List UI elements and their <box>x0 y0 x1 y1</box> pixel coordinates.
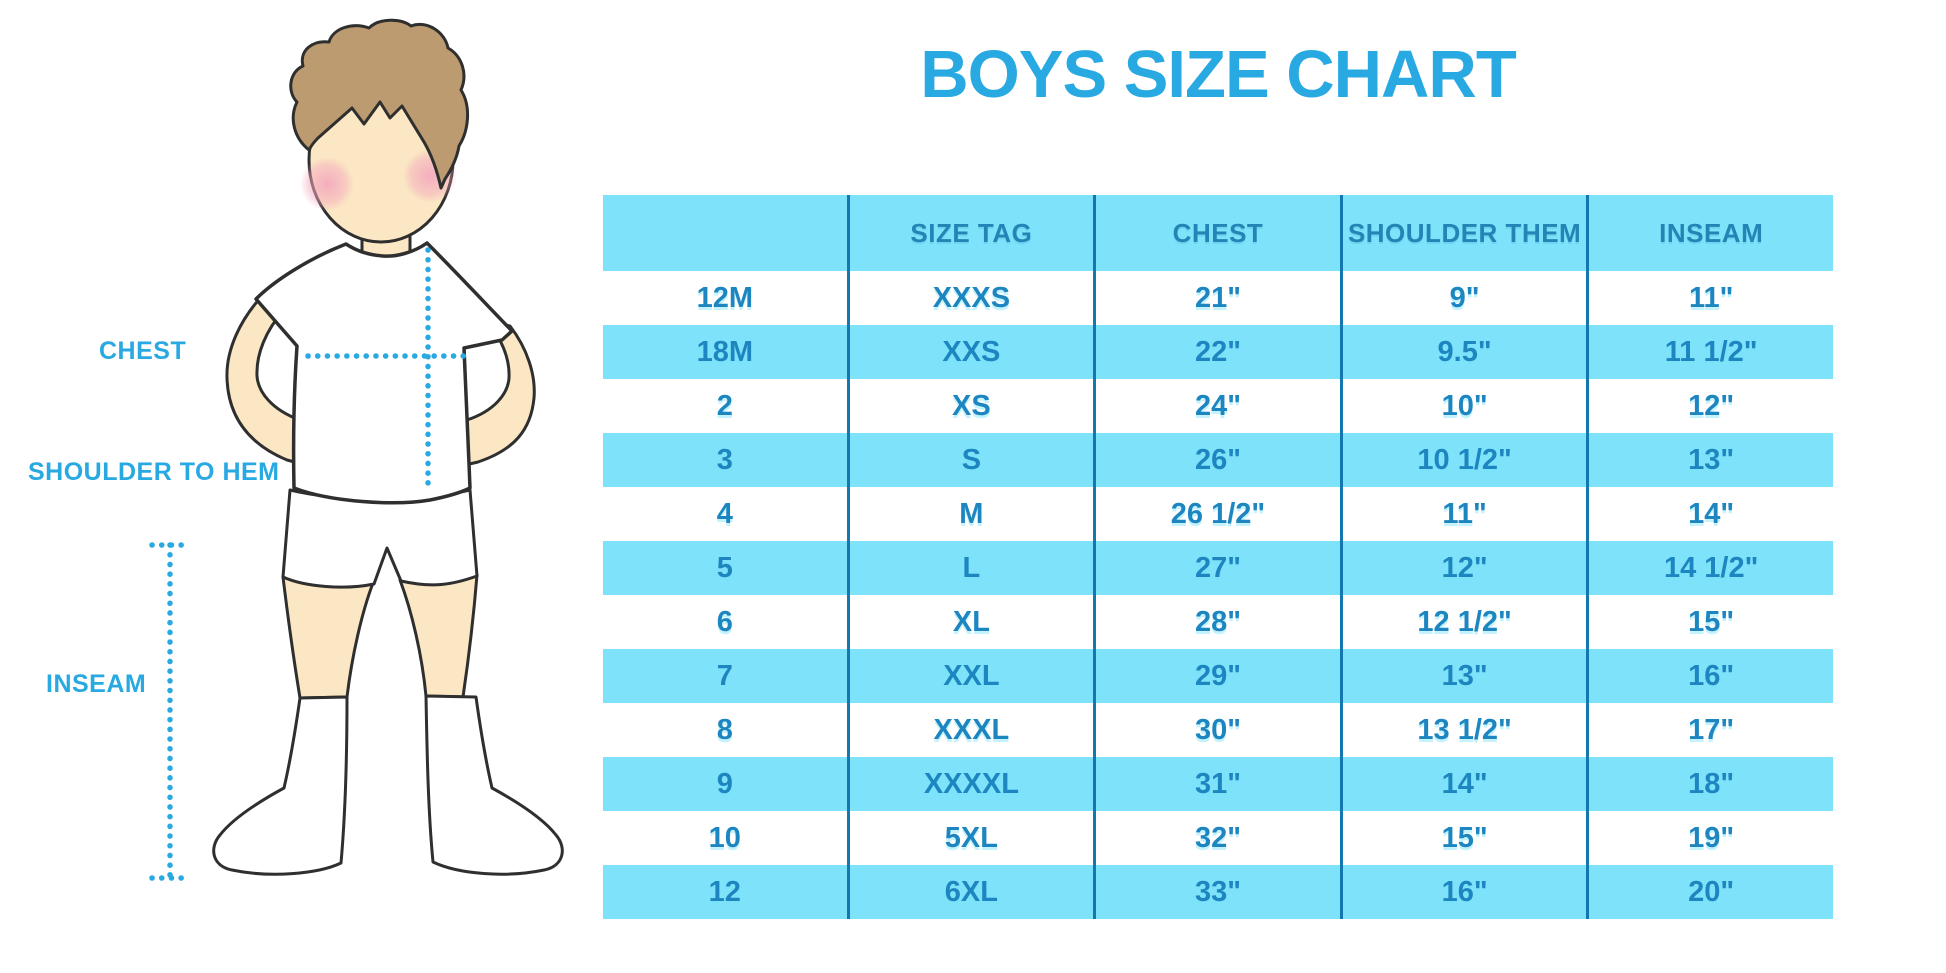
cell-shoulder: 13 1/2" <box>1339 703 1587 757</box>
cell-shoulder: 10 1/2" <box>1339 433 1587 487</box>
table-row: 3 S 26" 10 1/2" 13" <box>603 433 1833 487</box>
table-row: 12 6XL 33" 16" 20" <box>603 865 1833 919</box>
table-row: 5 L 27" 12" 14 1/2" <box>603 541 1833 595</box>
cell-shoulder: 15" <box>1339 811 1587 865</box>
cell-chest: 32" <box>1093 811 1340 865</box>
cell-size: 12M <box>696 281 753 314</box>
cell-shoulder: 9" <box>1339 271 1587 325</box>
chest-label: CHEST <box>99 337 187 365</box>
boy-hair <box>289 18 469 190</box>
cell-size-tag: M <box>846 487 1094 541</box>
cell-chest: 26 1/2" <box>1093 487 1340 541</box>
header-cell-shoulder: SHOULDER THEM <box>1339 195 1587 271</box>
cell-shoulder: 13" <box>1339 649 1587 703</box>
cell-chest: 22" <box>1093 325 1340 379</box>
cell-size: 3 <box>716 443 733 476</box>
table-row: 10 5XL 32" 15" 19" <box>603 811 1833 865</box>
cell-size: 6 <box>716 605 733 638</box>
table-row: 6 XL 28" 12 1/2" 15" <box>603 595 1833 649</box>
measurement-dotted-lines <box>149 247 468 881</box>
boy-measurement-diagram: CHEST SHOULDER TO HEM INSEAM <box>0 0 600 973</box>
boy-shorts <box>281 488 479 589</box>
table-row: 4 M 26 1/2" 11" 14" <box>603 487 1833 541</box>
cell-shoulder: 12 1/2" <box>1339 595 1587 649</box>
cell-shoulder: 12" <box>1339 541 1587 595</box>
cell-chest: 21" <box>1093 271 1340 325</box>
shoulder-to-hem-label: SHOULDER TO HEM <box>28 458 280 486</box>
cell-size: 4 <box>716 497 733 530</box>
cell-inseam: 20" <box>1586 865 1833 919</box>
header-cell-size-tag: SIZE TAG <box>846 195 1094 271</box>
table-row: 8 XXXL 30" 13 1/2" 17" <box>603 703 1833 757</box>
cell-shoulder: 9.5" <box>1339 325 1587 379</box>
header-cell-inseam: INSEAM <box>1586 195 1833 271</box>
cell-size-tag: L <box>846 541 1094 595</box>
cell-size: 18M <box>696 335 753 368</box>
cell-inseam: 19" <box>1586 811 1833 865</box>
cell-size: 7 <box>716 659 733 692</box>
cell-size-tag: XXXL <box>846 703 1094 757</box>
boy-right-leg <box>398 573 479 699</box>
cell-size-tag: XS <box>846 379 1094 433</box>
boy-right-sock <box>424 694 564 876</box>
boy-left-sock <box>212 695 349 876</box>
cell-chest: 26" <box>1093 433 1340 487</box>
cell-size-tag: 6XL <box>846 865 1094 919</box>
cell-shoulder: 11" <box>1339 487 1587 541</box>
header-cell-chest: CHEST <box>1093 195 1340 271</box>
boy-left-arm <box>225 294 304 466</box>
cell-chest: 27" <box>1093 541 1340 595</box>
cell-inseam: 11" <box>1586 271 1833 325</box>
cell-size-tag: XXS <box>846 325 1094 379</box>
table-row: 2 XS 24" 10" 12" <box>603 379 1833 433</box>
cell-inseam: 17" <box>1586 703 1833 757</box>
cell-chest: 24" <box>1093 379 1340 433</box>
cell-size: 12 <box>708 875 741 908</box>
cell-size-tag: XXXXL <box>846 757 1094 811</box>
cell-inseam: 12" <box>1586 379 1833 433</box>
cell-size-tag: S <box>846 433 1094 487</box>
cell-size-tag: XXXS <box>846 271 1094 325</box>
table-header-row: SIZE TAG CHEST SHOULDER THEM INSEAM <box>603 195 1833 271</box>
cell-inseam: 16" <box>1586 649 1833 703</box>
cell-chest: 33" <box>1093 865 1340 919</box>
cell-chest: 28" <box>1093 595 1340 649</box>
inseam-label: INSEAM <box>46 670 147 698</box>
cell-size-tag: 5XL <box>846 811 1094 865</box>
cell-chest: 30" <box>1093 703 1340 757</box>
cell-inseam: 15" <box>1586 595 1833 649</box>
boy-left-leg <box>281 575 375 700</box>
cell-size: 8 <box>716 713 733 746</box>
table-row: 18M XXS 22" 9.5" 11 1/2" <box>603 325 1833 379</box>
table-row: 12M XXXS 21" 9" 11" <box>603 271 1833 325</box>
boy-left-blush <box>300 157 354 211</box>
cell-inseam: 18" <box>1586 757 1833 811</box>
boy-shirt <box>254 241 514 505</box>
size-table: SIZE TAG CHEST SHOULDER THEM INSEAM 12M … <box>603 195 1833 919</box>
cell-size-tag: XL <box>846 595 1094 649</box>
cell-size: 5 <box>716 551 733 584</box>
cell-inseam: 14 1/2" <box>1586 541 1833 595</box>
cell-size: 2 <box>716 389 733 422</box>
cell-shoulder: 16" <box>1339 865 1587 919</box>
table-row: 9 XXXXL 31" 14" 18" <box>603 757 1833 811</box>
cell-inseam: 14" <box>1586 487 1833 541</box>
table-row: 7 XXL 29" 13" 16" <box>603 649 1833 703</box>
cell-size: 10 <box>708 821 741 854</box>
cell-size-tag: XXL <box>846 649 1094 703</box>
header-cell-empty <box>603 195 847 271</box>
boy-right-arm <box>463 320 536 467</box>
cell-chest: 29" <box>1093 649 1340 703</box>
cell-shoulder: 10" <box>1339 379 1587 433</box>
cell-size: 9 <box>716 767 733 800</box>
page-title: BOYS SIZE CHART <box>920 37 1517 112</box>
cell-shoulder: 14" <box>1339 757 1587 811</box>
cell-inseam: 13" <box>1586 433 1833 487</box>
boy-illustration <box>149 18 564 881</box>
cell-inseam: 11 1/2" <box>1586 325 1833 379</box>
cell-chest: 31" <box>1093 757 1340 811</box>
